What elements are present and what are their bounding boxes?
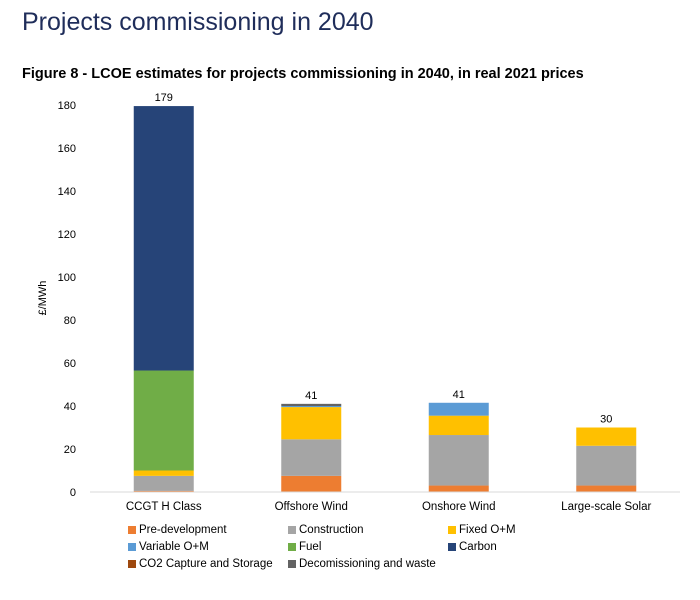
x-category-label: Large-scale Solar [561,501,651,513]
legend-item: Construction [288,524,448,536]
bars: 179 41 41 30 [133,92,637,492]
bar-segment-variable-o-m [281,406,342,408]
y-tick-label: 120 [58,229,76,241]
bar-segment-construction [281,439,342,476]
legend-item: Pre-development [128,524,288,536]
legend-swatch [128,526,136,534]
legend-label: Construction [299,524,364,536]
legend-swatch [288,526,296,534]
y-tick-label: 140 [58,186,76,198]
legend-item: Variable O+M [128,541,288,553]
y-tick-label: 160 [58,143,76,155]
stacked-bar-chart: 0 20 40 60 80 100 120 140 160 180 179 41 41 30 CCGT … [37,92,680,513]
bar-segment-pre-development [576,485,637,492]
page-heading: Projects commissioning in 2040 [22,8,374,36]
legend-swatch [128,560,136,568]
x-axis: CCGT H Class Offshore Wind Onshore Wind Lar… [90,491,680,513]
y-axis-label: £/MWh [37,281,49,316]
bar-total-label: 30 [600,414,612,426]
bar-segment-decomissioning-and-waste [281,403,342,406]
y-tick-label: 100 [58,272,76,284]
bar-segment-construction [428,435,489,486]
legend-swatch [128,543,136,551]
legend-swatch [448,526,456,534]
y-tick-label: 40 [64,401,76,413]
bar-segment-construction [133,475,194,491]
legend-label: Carbon [459,541,497,553]
legend-item: Decomissioning and waste [288,558,448,570]
legend-item: Fixed O+M [448,524,558,536]
legend-label: CO2 Capture and Storage [139,558,273,570]
y-tick-label: 80 [64,315,76,327]
bar-segment-pre-development [428,485,489,492]
bar-segment-variable-o-m [428,402,489,416]
bar-segment-fixed-o-m [281,407,342,440]
bar-segment-fixed-o-m [428,415,489,436]
legend: Pre-development Construction Fixed O+M Vari… [128,524,558,570]
legend-label: Pre-development [139,524,227,536]
figure-title: Figure 8 - LCOE estimates for projects c… [22,66,584,82]
y-tick-label: 180 [58,100,76,112]
bar-segment-construction [576,445,637,486]
bar-total-label: 179 [155,92,173,104]
y-tick-label: 60 [64,358,76,370]
y-tick-label: 0 [70,487,76,499]
legend-swatch [448,543,456,551]
legend-item: Carbon [448,541,558,553]
bar-segment-pre-development [133,490,194,492]
legend-label: Fixed O+M [459,524,516,536]
legend-item: CO2 Capture and Storage [128,558,288,570]
y-axis: 0 20 40 60 80 100 120 140 160 180 [58,100,76,499]
legend-label: Variable O+M [139,541,209,553]
bar-segment-fixed-o-m [576,427,637,446]
bar-segment-fixed-o-m [133,470,194,476]
x-category-label: CCGT H Class [126,501,202,513]
legend-swatch [288,543,296,551]
legend-label: Fuel [299,541,322,553]
bar-total-label: 41 [453,389,465,401]
x-category-label: Onshore Wind [422,501,496,513]
y-tick-label: 20 [64,444,76,456]
legend-item: Fuel [288,541,448,553]
bar-segment-pre-development [281,475,342,492]
x-category-label: Offshore Wind [275,501,348,513]
bar-segment-fuel [133,370,194,471]
bar-total-label: 41 [305,390,317,402]
legend-label: Decomissioning and waste [299,558,436,570]
legend-swatch [288,560,296,568]
bar-segment-carbon [133,106,194,371]
